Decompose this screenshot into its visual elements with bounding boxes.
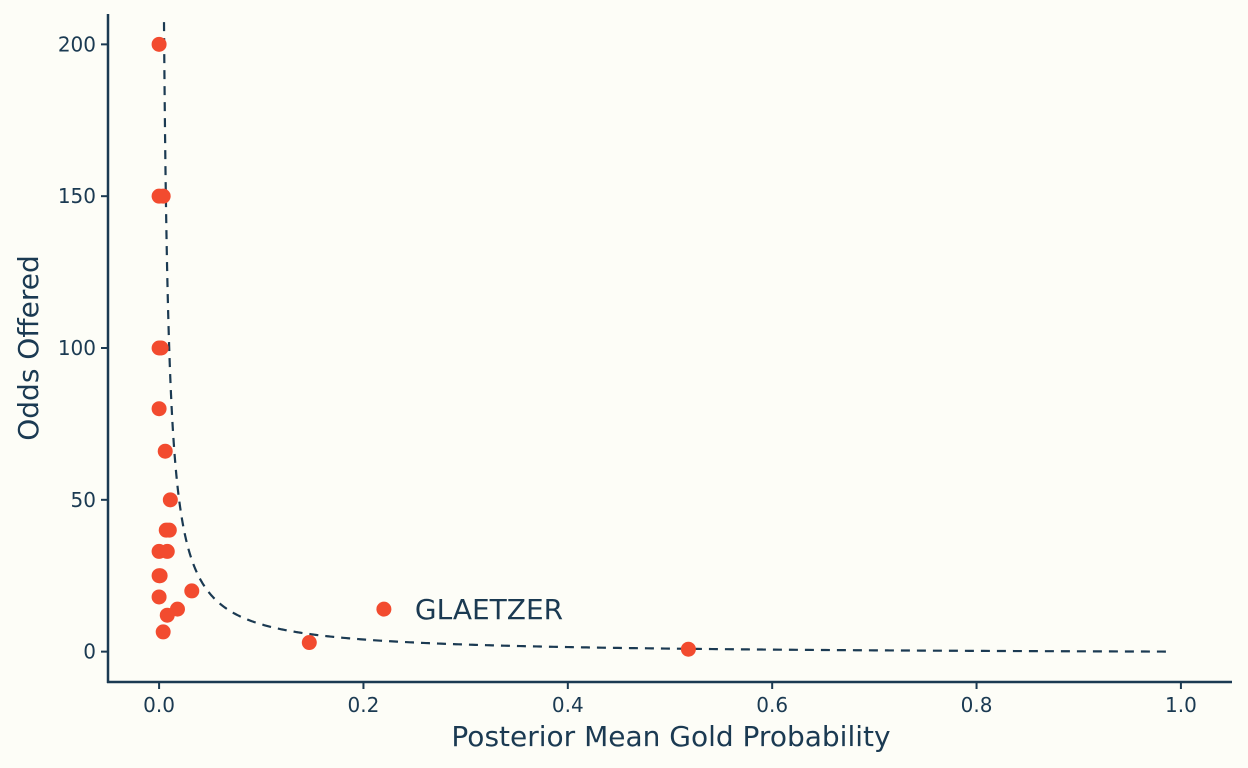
data-point bbox=[157, 443, 173, 459]
reference-curve bbox=[162, 22, 1171, 653]
data-points-layer bbox=[151, 36, 696, 657]
data-point bbox=[680, 641, 696, 657]
y-tick-label: 50 bbox=[71, 488, 96, 512]
axes-layer: 0.0 0.2 0.4 0.6 0.8 1.0 0 50 100 150 200 bbox=[58, 14, 1232, 717]
data-point bbox=[155, 624, 171, 640]
x-tick-label: 0.8 bbox=[961, 693, 993, 717]
data-point bbox=[152, 568, 168, 584]
x-tick-label: 0.6 bbox=[756, 693, 788, 717]
data-point bbox=[159, 607, 175, 623]
x-axis-title: Posterior Mean Gold Probability bbox=[451, 720, 890, 753]
y-tick-label: 0 bbox=[83, 640, 96, 664]
x-tick-label: 0.0 bbox=[143, 693, 175, 717]
x-tick-label: 0.4 bbox=[552, 693, 584, 717]
data-point bbox=[153, 340, 169, 356]
y-axis-title: Odds Offered bbox=[12, 255, 45, 441]
x-tick-label: 1.0 bbox=[1165, 693, 1197, 717]
x-tick-label: 0.2 bbox=[348, 693, 380, 717]
data-point bbox=[161, 522, 177, 538]
data-point bbox=[301, 635, 317, 651]
annotation-layer: GLAETZER bbox=[415, 593, 563, 626]
y-tick-label: 200 bbox=[58, 32, 96, 56]
reference-curve-layer bbox=[162, 22, 1171, 653]
data-point bbox=[159, 543, 175, 559]
data-point bbox=[162, 492, 178, 508]
data-point bbox=[151, 589, 167, 605]
y-tick-label: 150 bbox=[58, 184, 96, 208]
data-point bbox=[184, 583, 200, 599]
data-point bbox=[376, 601, 392, 617]
point-annotation-label: GLAETZER bbox=[415, 593, 563, 626]
data-point bbox=[151, 36, 167, 52]
data-point bbox=[151, 401, 167, 417]
data-point bbox=[155, 188, 171, 204]
y-tick-label: 100 bbox=[58, 336, 96, 360]
